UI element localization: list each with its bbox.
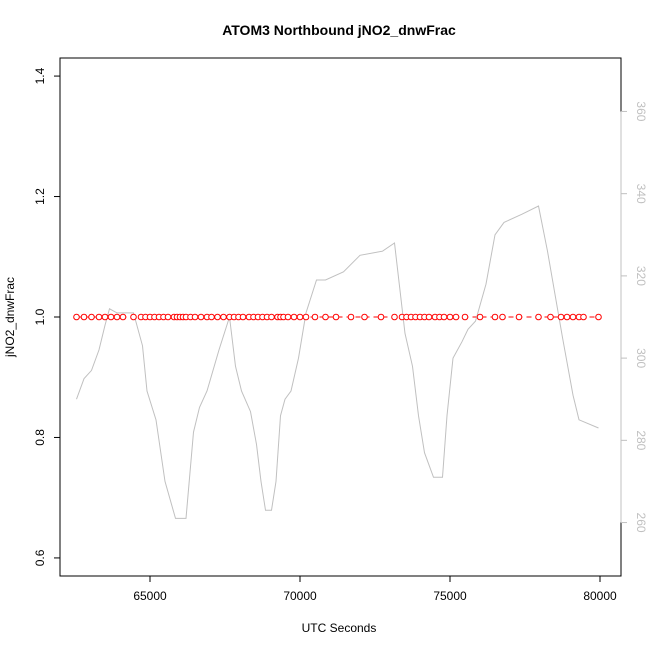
left-tick-label: 1.0 [33,308,47,325]
x-tick-label: 65000 [133,589,167,603]
data-point [595,313,602,321]
right-y-axis: 260 280 300 320 340 360 [620,101,648,533]
data-point [73,313,80,321]
left-tick-label: 0.6 [33,549,47,566]
series-line-right-axis [76,205,599,519]
data-point [547,313,554,321]
right-tick-label: 340 [634,184,648,204]
data-point [268,313,275,321]
data-point [239,313,247,321]
data-point [535,313,542,321]
data-point [214,313,221,321]
right-tick-label: 360 [634,101,648,121]
data-point [377,313,385,321]
data-point [563,313,571,321]
data-point [191,313,199,321]
data-point [440,313,448,321]
data-point [311,313,319,321]
data-point [164,313,172,321]
x-tick-label: 80000 [583,589,617,603]
data-point [361,313,368,321]
data-point [515,313,523,321]
data-point [80,313,88,321]
data-point [461,313,469,321]
data-point [391,313,398,321]
data-point [347,313,355,321]
data-point [322,313,329,321]
data-point [296,313,304,321]
data-point [107,313,115,321]
data-point [425,313,433,321]
x-tick-label: 75000 [433,589,467,603]
data-point [491,313,499,321]
data-point [208,313,215,321]
data-point [119,313,127,321]
data-point [476,313,484,321]
right-tick-label: 260 [634,513,648,533]
data-point [95,313,103,321]
data-point [569,313,577,321]
data-point [220,313,227,321]
data-point [130,313,137,321]
right-tick-label: 280 [634,430,648,450]
data-point [452,313,460,321]
data-point [557,313,565,321]
right-tick-label: 320 [634,266,648,286]
x-tick-label: 70000 [283,589,317,603]
data-point [302,313,310,321]
data-point [290,313,298,321]
data-point [446,313,454,321]
data-point [113,313,121,321]
data-point [101,313,109,321]
right-tick-label: 300 [634,348,648,368]
data-point [332,313,340,321]
data-point [580,313,587,321]
data-point [197,313,205,321]
left-tick-label: 1.2 [33,188,47,205]
chart-title: ATOM3 Northbound jNO2_dnwFrac [222,22,456,38]
x-axis-label: UTC Seconds [302,621,377,635]
series-layer [73,205,602,519]
data-point [284,313,292,321]
x-axis: 65000 70000 75000 80000 [133,575,617,603]
left-tick-label: 0.8 [33,429,47,446]
left-tick-label: 1.4 [33,67,47,84]
data-point [88,313,95,321]
left-y-axis: 0.6 0.8 1.0 1.2 1.4 [33,67,61,566]
data-point [499,313,506,321]
y-axis-label: jNO2_dnwFrac [3,277,17,358]
